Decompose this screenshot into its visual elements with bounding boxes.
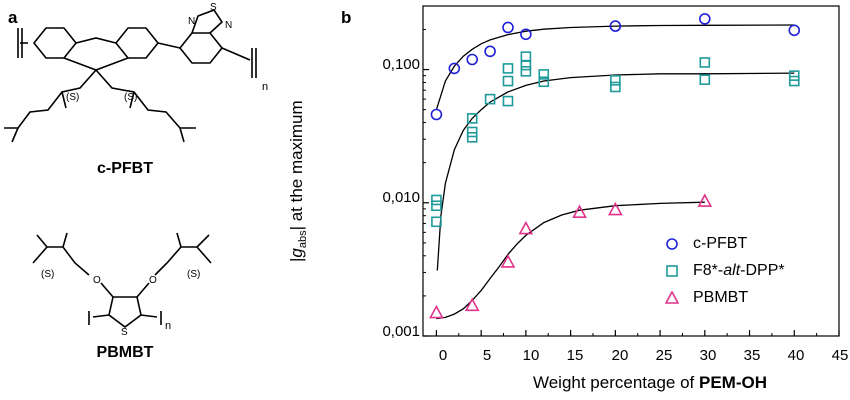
data-point-f8-alt-dpp: [466, 126, 478, 138]
data-point-pbmbt: [429, 304, 444, 319]
x-tick-label: 0: [438, 347, 448, 364]
c-pfbt-structure: (S) (S) S N N n: [4, 2, 268, 143]
data-point-pbmbt: [607, 201, 623, 216]
fit-curve: [435, 24, 795, 110]
stereo-label: (S): [41, 269, 54, 280]
data-point-f8-alt-dpp: [610, 75, 621, 86]
data-point-f8-alt-dpp: [484, 93, 496, 105]
atom-label-o: O: [93, 275, 101, 286]
data-point-f8-alt-dpp: [788, 75, 800, 87]
legend-entry-pbmbt: PBMBT: [665, 284, 785, 311]
atom-label-n: N: [225, 20, 232, 31]
legend: c-PFBT F8*-alt-DPP* PBMBT: [665, 230, 785, 311]
y-tick-labels: 0,100 0,010 0,001: [340, 0, 420, 400]
data-point-c-pfbt: [502, 21, 514, 34]
data-point-f8-alt-dpp: [699, 57, 711, 68]
x-tick-label: 10: [522, 347, 540, 364]
data-point-c-pfbt: [609, 20, 622, 32]
x-tick-label: 35: [743, 347, 761, 364]
data-point-f8-alt-dpp: [502, 63, 514, 74]
data-point-f8-alt-dpp: [520, 66, 532, 77]
data-point-pbmbt: [518, 220, 534, 235]
x-tick-label: 5: [482, 347, 492, 364]
x-tick-label: 30: [699, 347, 717, 364]
legend-entry-f8-alt-dpp: F8*-alt-DPP*: [665, 257, 785, 284]
data-markers: [429, 13, 801, 319]
data-point-pbmbt: [464, 297, 480, 312]
panel-b-label: b: [341, 8, 352, 27]
data-point-c-pfbt: [466, 53, 479, 66]
legend-marker-circle: [666, 237, 678, 250]
x-tick-label: 20: [611, 347, 629, 364]
data-point-c-pfbt: [699, 13, 711, 25]
data-point-pbmbt: [500, 254, 516, 268]
legend-label: c-PFBT: [693, 234, 748, 252]
data-point-c-pfbt: [448, 62, 461, 75]
data-point-c-pfbt: [484, 45, 496, 58]
legend-entry-c-pfbt: c-PFBT: [665, 230, 785, 257]
x-tick-label: 25: [655, 347, 673, 364]
legend-marker-triangle: [665, 290, 679, 304]
data-point-f8-alt-dpp: [431, 216, 442, 228]
x-tick-label: 40: [787, 347, 805, 364]
data-point-f8-alt-dpp: [610, 81, 621, 93]
data-point-pbmbt: [697, 193, 713, 207]
repeat-index: n: [165, 320, 171, 332]
data-point-c-pfbt: [788, 24, 801, 37]
data-point-f8-alt-dpp: [502, 75, 514, 87]
data-point-f8-alt-dpp: [520, 51, 532, 62]
axes: [422, 5, 840, 337]
atom-label-s: S: [210, 2, 217, 13]
stereo-label: (S): [66, 92, 79, 103]
data-point-f8-alt-dpp: [502, 95, 514, 107]
stereo-label: (S): [124, 92, 137, 103]
data-point-f8-alt-dpp: [466, 132, 478, 143]
data-point-c-pfbt: [520, 28, 532, 41]
legend-label: PBMBT: [693, 288, 749, 306]
atom-label-n: N: [188, 16, 195, 27]
y-tick-label: 0,010: [382, 189, 420, 206]
data-point-pbmbt: [572, 204, 587, 218]
atom-label-s: S: [121, 327, 128, 338]
y-tick-label: 0,100: [382, 56, 420, 73]
y-tick-label: 0,001: [382, 323, 420, 340]
plot-frame: [422, 5, 840, 337]
panel-a-label: a: [8, 8, 18, 27]
legend-label: F8*-alt-DPP*: [693, 261, 785, 279]
data-point-f8-alt-dpp: [520, 59, 532, 71]
x-tick-label: 45: [831, 347, 849, 364]
data-point-f8-alt-dpp: [699, 74, 711, 85]
pbmbt-name: PBMBT: [96, 344, 154, 361]
data-point-f8-alt-dpp: [538, 76, 550, 88]
data-point-f8-alt-dpp: [538, 69, 550, 80]
data-point-c-pfbt: [430, 108, 443, 121]
legend-marker-square: [666, 264, 678, 277]
x-axis-label: Weight percentage of PEM-OH: [532, 373, 767, 392]
atom-label-o: O: [149, 275, 157, 286]
data-point-f8-alt-dpp: [431, 194, 442, 206]
data-point-f8-alt-dpp: [788, 70, 800, 81]
data-point-f8-alt-dpp: [466, 113, 478, 124]
x-tick-label: 15: [566, 347, 584, 364]
c-pfbt-name: c-PFBT: [97, 160, 153, 177]
repeat-index: n: [262, 81, 268, 93]
pbmbt-structure: (S) (S) O O S n: [32, 232, 212, 338]
data-point-f8-alt-dpp: [431, 200, 442, 212]
stereo-label: (S): [187, 269, 200, 280]
fit-curve: [436, 72, 795, 271]
